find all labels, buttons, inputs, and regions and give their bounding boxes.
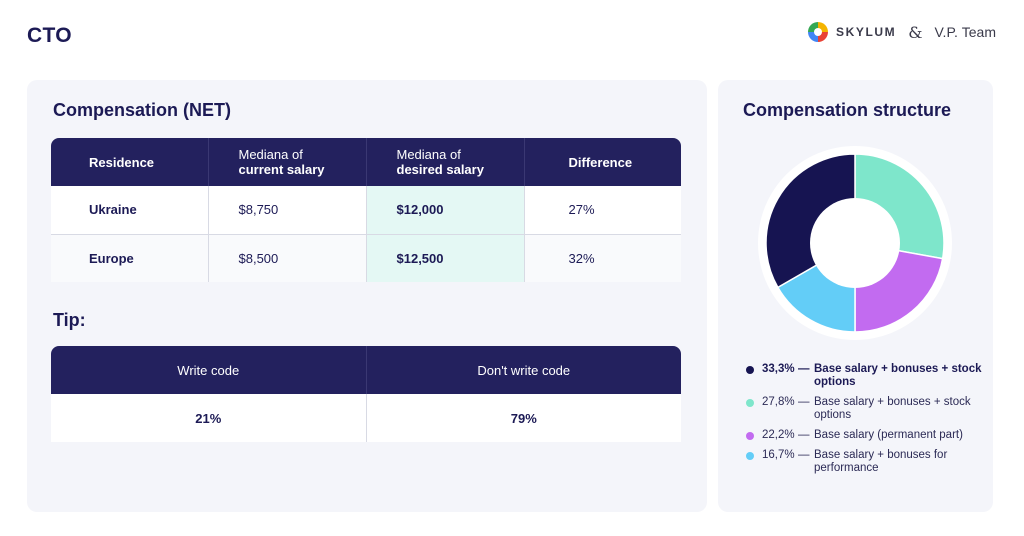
cell-difference: 27% — [524, 186, 681, 235]
structure-panel: Compensation structure 33,3% — Base salary… — [718, 80, 993, 512]
header-residence: Residence — [51, 138, 209, 186]
tip-table: Write code Don't write code 21% 79% — [51, 346, 681, 442]
table-row: Ukraine $8,750 $12,000 27% — [51, 186, 681, 235]
cell-residence: Europe — [51, 234, 209, 282]
tip-header-dont-write-code: Don't write code — [366, 346, 681, 394]
legend-percent: 27,8% — [762, 396, 795, 408]
legend-dash: — — [798, 429, 810, 441]
header-difference: Difference — [524, 138, 681, 186]
legend-dot — [746, 452, 754, 460]
table-row: 21% 79% — [51, 394, 681, 442]
header-desired-salary-line2: desired salary — [396, 162, 484, 177]
chart-title: Compensation structure — [743, 100, 952, 120]
legend-item: 16,7% — Base salary + bonuses for performa… — [746, 449, 986, 475]
legend-percent: 16,7% — [762, 449, 795, 461]
header-difference-label: Difference — [568, 154, 633, 170]
tip-value-dont-write-code: 79% — [366, 394, 681, 442]
cell-current-salary: $8,500 — [208, 234, 367, 282]
compensation-panel: Compensation (NET) Residence Mediana of c… — [27, 80, 707, 512]
header-current-salary: Mediana of current salary — [208, 138, 367, 186]
legend-percent: 33,3% — [762, 363, 795, 375]
cell-current-salary: $8,750 — [208, 186, 367, 235]
legend-percent: 22,2% — [762, 429, 795, 441]
cell-difference: 32% — [524, 234, 681, 282]
header-current-salary-line1: Mediana of — [238, 147, 303, 162]
legend-item: 33,3% — Base salary + bonuses + stock opti… — [746, 363, 986, 389]
donut-chart — [758, 146, 952, 340]
vpteam-logo: V.P. Team — [935, 24, 997, 40]
partner-logos: SKYLUM & V.P. Team — [807, 22, 997, 42]
donut-hole — [810, 198, 900, 288]
header-residence-label: Residence — [89, 154, 155, 170]
tip-header-write-code: Write code — [51, 346, 367, 394]
compensation-header-row: Residence Mediana of current salary Media… — [51, 138, 681, 186]
legend-label: Base salary (permanent part) — [814, 429, 963, 441]
header-current-salary-line2: current salary — [238, 162, 325, 177]
vpteam-logo-vp: V.P. — [934, 24, 958, 40]
cell-residence: Ukraine — [51, 186, 209, 235]
legend-dash: — — [798, 363, 810, 375]
header-desired-salary: Mediana of desired salary — [366, 138, 525, 186]
legend-item: 27,8% — Base salary + bonuses + stock opti… — [746, 396, 986, 422]
table-row: Europe $8,500 $12,500 32% — [51, 234, 681, 282]
legend-dot — [746, 432, 754, 440]
skylum-logo-icon — [807, 22, 828, 42]
legend-item: 22,2% — Base salary (permanent part) — [746, 429, 986, 442]
legend-label: Base salary + bonuses + stock options — [814, 363, 982, 388]
legend-label: Base salary + bonuses + stock options — [814, 396, 971, 421]
legend-dot — [746, 366, 754, 374]
page-title: CTO — [27, 24, 72, 47]
legend-label: Base salary + bonuses for performance — [814, 449, 948, 474]
vpteam-logo-team: Team — [961, 24, 996, 40]
header-desired-salary-line1: Mediana of — [396, 147, 461, 162]
compensation-table: Residence Mediana of current salary Media… — [51, 138, 681, 282]
tip-value-write-code: 21% — [51, 394, 367, 442]
ampersand: & — [908, 22, 923, 42]
cell-desired-salary: $12,000 — [366, 186, 525, 235]
legend-dash: — — [798, 449, 810, 461]
tip-header-row: Write code Don't write code — [51, 346, 681, 394]
tip-title: Tip: — [53, 310, 86, 330]
chart-legend: 33,3% — Base salary + bonuses + stock opti… — [746, 363, 986, 482]
cell-desired-salary: $12,500 — [366, 234, 525, 282]
legend-dot — [746, 399, 754, 407]
compensation-title: Compensation (NET) — [53, 100, 231, 120]
skylum-logo-text: SKYLUM — [835, 25, 897, 39]
legend-dash: — — [798, 396, 810, 408]
